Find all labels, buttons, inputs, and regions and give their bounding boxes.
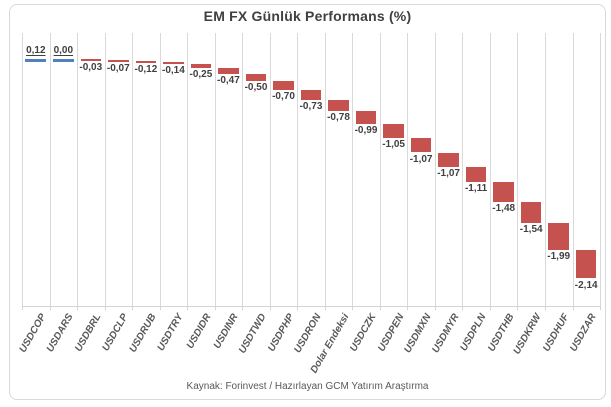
- x-axis-tick: [214, 306, 216, 310]
- value-label: -1,05: [382, 139, 405, 151]
- plot-gridline: [352, 33, 354, 306]
- plot-gridline: [462, 33, 464, 306]
- plot-gridline: [517, 33, 519, 306]
- value-label: -1,07: [437, 168, 460, 179]
- bar-USDTRY: [163, 62, 184, 65]
- value-label: -0,03: [79, 62, 103, 74]
- plot-gridline: [187, 33, 189, 306]
- plot-gridline: [324, 33, 326, 306]
- value-label: -0,07: [106, 62, 130, 74]
- plot-gridline: [77, 33, 78, 306]
- source-footer: Kaynak: Forinvest / Hazırlayan GCM Yatır…: [186, 381, 429, 392]
- bar-USDINR: [218, 67, 239, 74]
- bar-Dolar Endeksi: [328, 100, 349, 111]
- x-axis-tick: [49, 306, 51, 310]
- plot-gridline: [407, 33, 409, 306]
- chart-title: EM FX Günlük Performans (%): [203, 8, 412, 24]
- plot-gridline: [600, 33, 601, 306]
- x-axis-tick: [434, 306, 436, 310]
- value-label: -0,70: [272, 91, 295, 103]
- bar-USDPLN: [465, 167, 487, 182]
- x-axis-tick: [159, 306, 161, 310]
- bar-USDIDR: [190, 64, 212, 68]
- value-label: -0,78: [327, 111, 350, 123]
- x-axis-tick: [242, 306, 244, 310]
- plot-gridline: [489, 33, 491, 306]
- x-axis-tick: [545, 306, 546, 310]
- x-axis-tick: [324, 306, 326, 310]
- plot-gridline: [159, 33, 161, 306]
- plot-gridline: [269, 33, 271, 306]
- plot-gridline: [132, 33, 134, 306]
- plot-gridline: [379, 33, 381, 306]
- bar-USDPEN: [383, 123, 404, 139]
- bar-USDCOP: [25, 59, 46, 63]
- bar-USDRUB: [135, 60, 157, 63]
- value-label: -0,25: [189, 68, 213, 80]
- value-label: -2,14: [574, 279, 598, 291]
- x-axis-tick: [517, 306, 519, 310]
- x-axis-tick: [187, 306, 189, 310]
- x-axis-tick: [77, 306, 78, 310]
- bar-USDMYR: [438, 152, 459, 167]
- x-axis-tick: [379, 306, 381, 310]
- x-axis-tick: [407, 306, 409, 310]
- bar-USDARS: [53, 59, 74, 63]
- x-axis-tick: [600, 306, 601, 310]
- x-axis-tick: [22, 306, 23, 310]
- value-label: -1,07: [409, 153, 433, 165]
- value-label: -1,54: [519, 223, 543, 235]
- bar-USDZAR: [575, 249, 597, 279]
- value-label: -0,47: [216, 75, 240, 86]
- plot-gridline: [572, 33, 574, 306]
- plot-gridline: [214, 33, 216, 306]
- plot-gridline: [104, 33, 106, 306]
- value-label: -1,99: [547, 250, 571, 262]
- value-label: 0,00: [53, 45, 74, 57]
- x-axis-tick: [462, 306, 464, 310]
- plot-gridline: [22, 33, 23, 306]
- plot-gridline: [297, 33, 299, 306]
- plot-gridline: [49, 33, 51, 306]
- plot-gridline: [545, 33, 546, 306]
- bar-USDCLP: [108, 59, 129, 62]
- x-axis-tick: [104, 306, 106, 310]
- value-label: -0,12: [134, 63, 158, 75]
- value-label: -1,11: [464, 183, 488, 194]
- x-axis-tick: [269, 306, 271, 310]
- x-axis-tick: [489, 306, 491, 310]
- x-axis-tick: [352, 306, 354, 310]
- bar-USDTWD: [245, 74, 267, 81]
- bar-USDPHP: [273, 80, 294, 91]
- x-axis-tick: [572, 306, 574, 310]
- x-axis-tick: [297, 306, 299, 310]
- bar-USDTHB: [493, 182, 514, 202]
- plot-gridline: [242, 33, 244, 306]
- x-axis-tick: [132, 306, 134, 310]
- bar-USDRON: [300, 90, 322, 101]
- bar-USDKRW: [520, 201, 542, 223]
- plot-gridline: [434, 33, 436, 306]
- value-label: 0,12: [26, 45, 46, 57]
- value-label: -0,99: [354, 124, 378, 136]
- bar-USDBRL: [80, 59, 102, 62]
- value-label: -0,14: [161, 65, 185, 77]
- value-label: -0,50: [244, 81, 268, 93]
- value-label: -1,48: [492, 202, 516, 214]
- bar-USDCZK: [355, 110, 377, 124]
- bar-USDHUF: [548, 222, 569, 250]
- value-label: -0,73: [299, 101, 323, 112]
- x-axis-line: [22, 306, 600, 307]
- bar-USDMXN: [410, 138, 432, 153]
- chart-frame: [9, 4, 606, 400]
